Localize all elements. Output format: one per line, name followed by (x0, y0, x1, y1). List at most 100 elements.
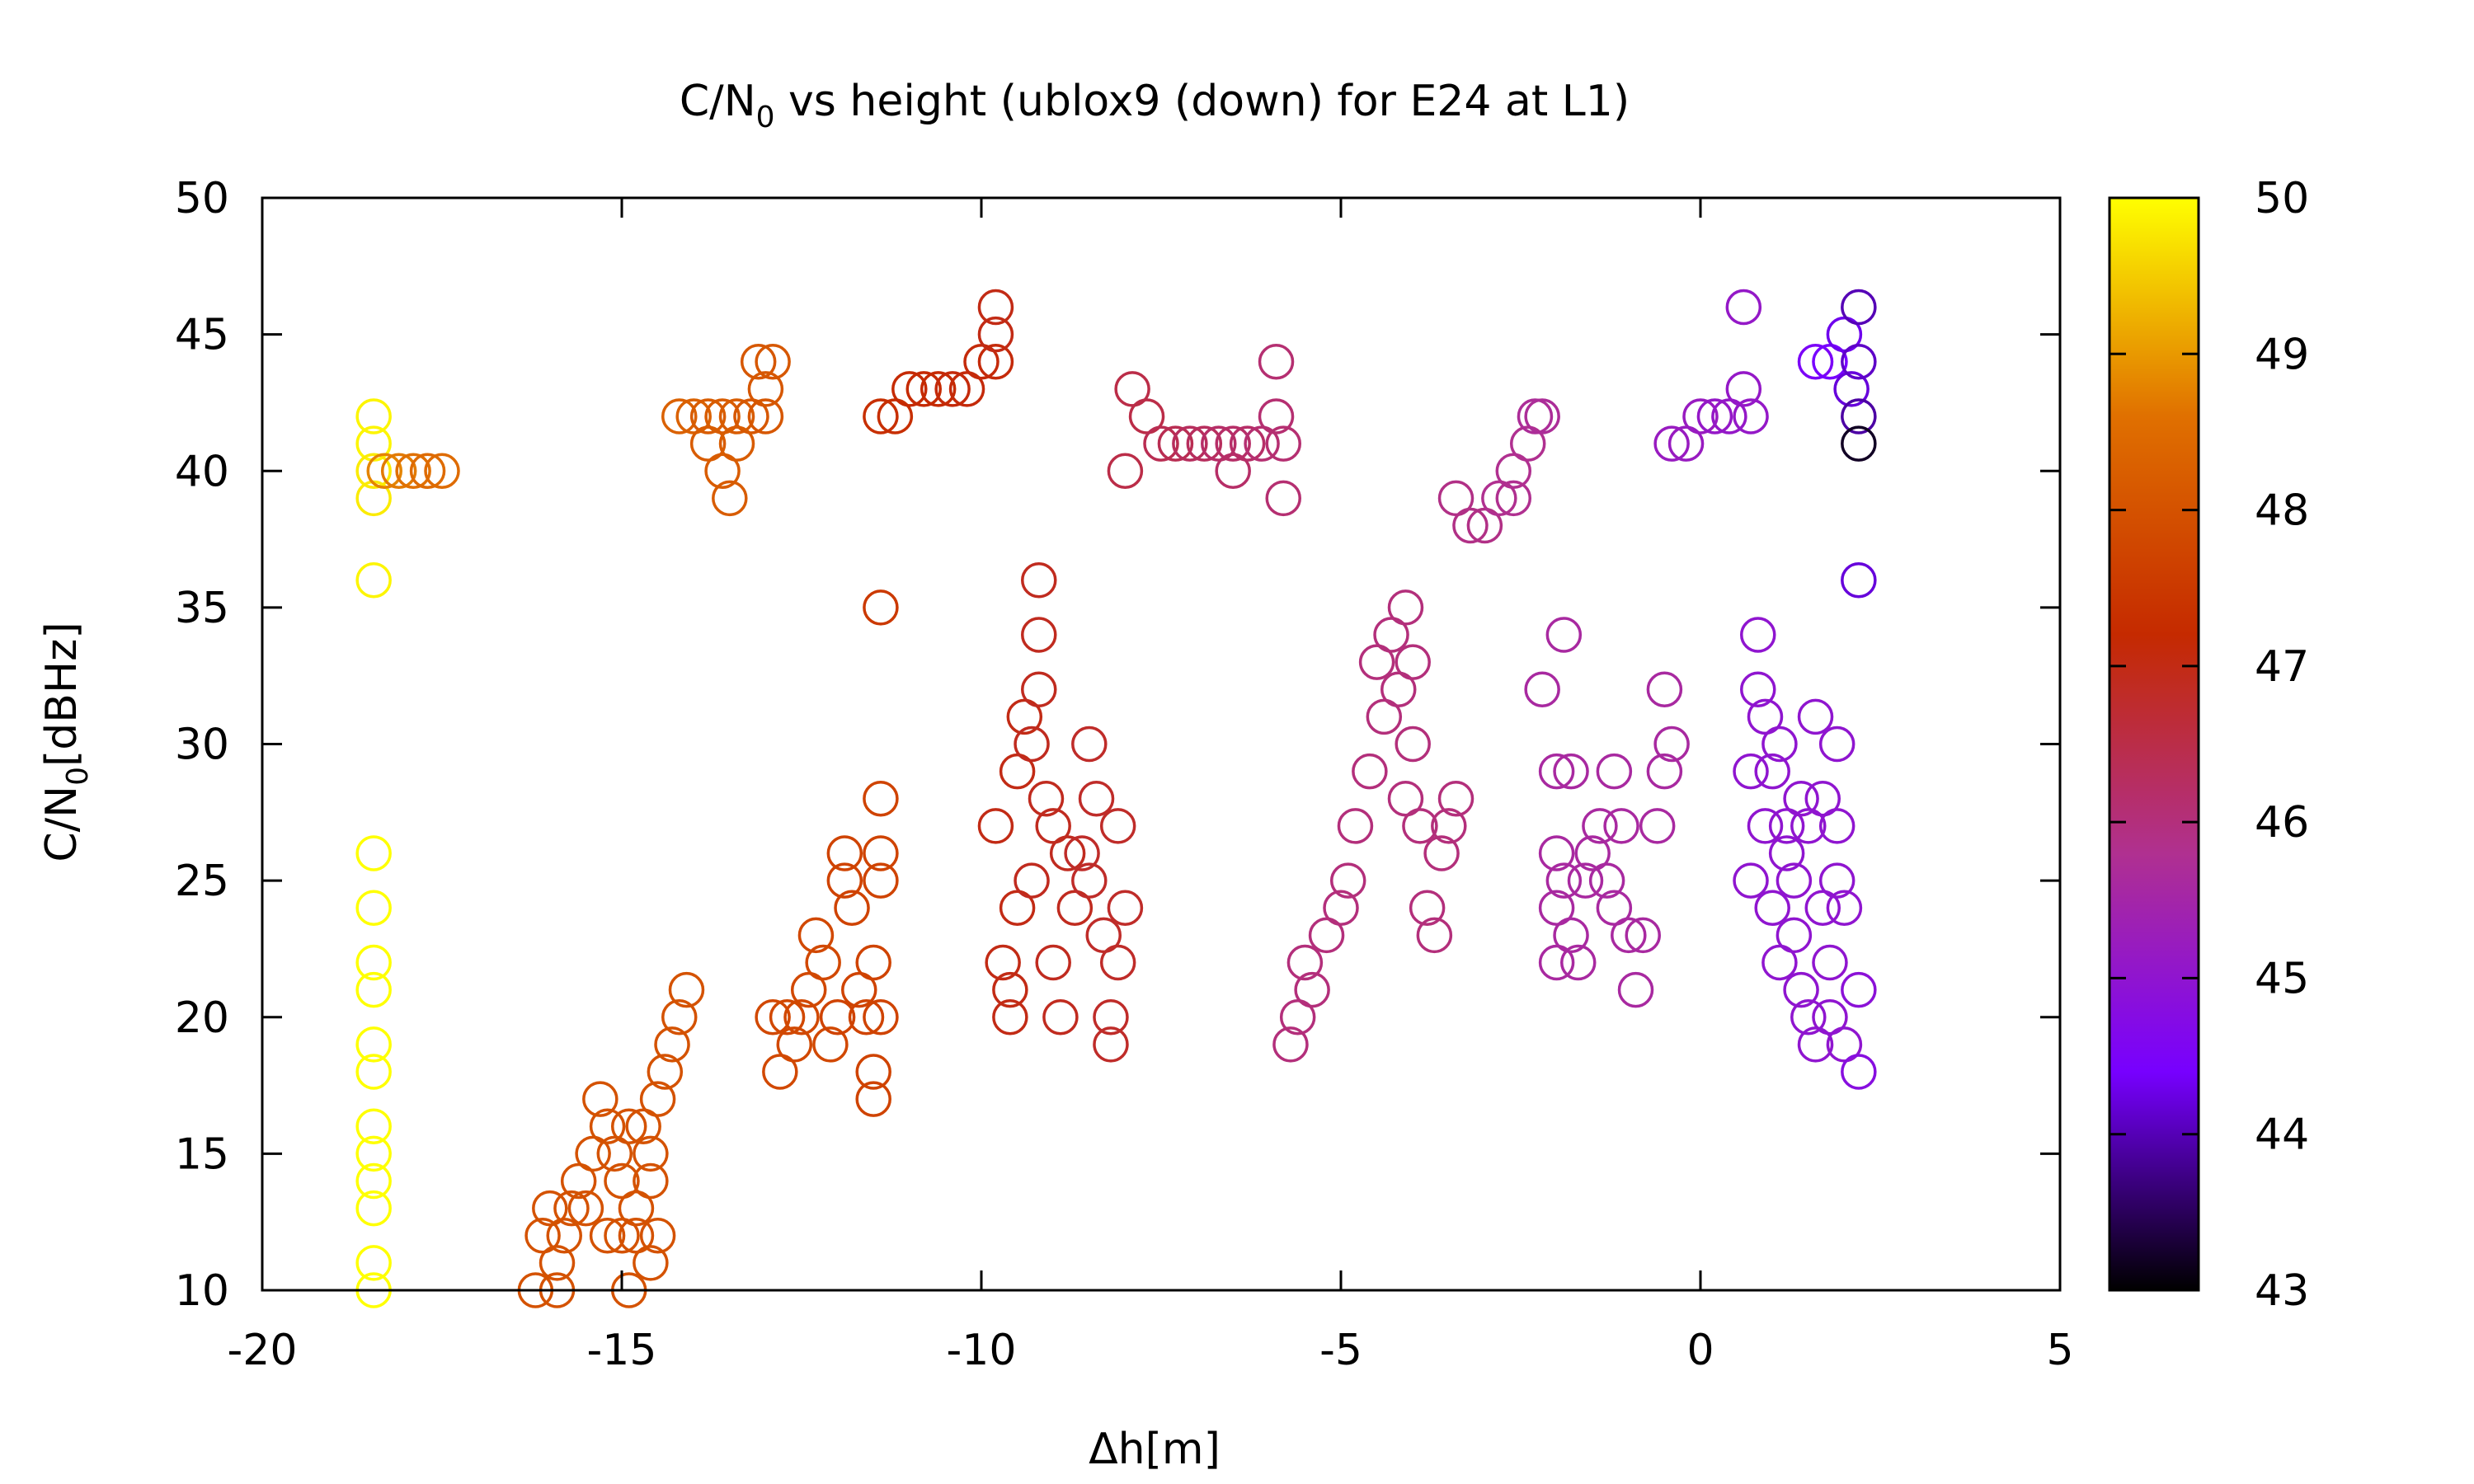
data-point (633, 1135, 669, 1172)
data-point (1409, 890, 1446, 926)
data-point (1826, 1026, 1863, 1063)
data-point (1639, 808, 1676, 844)
y-tick-label: 15 (175, 1129, 229, 1179)
data-point (1733, 398, 1769, 434)
data-point (604, 1218, 640, 1254)
data-point (1776, 917, 1813, 954)
data-point (1509, 425, 1546, 462)
data-point (826, 835, 863, 871)
data-point (1107, 453, 1144, 489)
data-point (596, 1135, 633, 1172)
chart-title: C/N0 vs height (ublox9 (down) for E24 at… (680, 77, 1630, 134)
data-point (639, 1218, 676, 1254)
data-point (1437, 781, 1475, 817)
data-point (1517, 398, 1554, 434)
data-point (1186, 425, 1223, 462)
data-point (604, 1162, 640, 1200)
data-point (1294, 971, 1330, 1008)
data-point (718, 398, 755, 434)
data-point (1481, 480, 1517, 517)
data-point (1056, 890, 1094, 926)
data-point (1387, 589, 1424, 626)
data-point (1574, 835, 1611, 871)
data-point (355, 562, 392, 599)
data-point (1229, 425, 1266, 462)
data-point (855, 944, 891, 981)
data-point (1329, 862, 1366, 899)
data-point (1797, 698, 1834, 735)
data-point (1588, 862, 1625, 899)
colorbar-tick-label: 50 (2255, 174, 2309, 223)
data-point (1711, 398, 1747, 434)
data-point (355, 453, 392, 489)
data-point (1768, 835, 1805, 871)
data-point (1093, 999, 1129, 1036)
data-point (1797, 344, 1834, 380)
colorbar-tick-label: 47 (2255, 642, 2309, 692)
data-point (1818, 726, 1856, 763)
data-point (1157, 425, 1194, 462)
data-point (812, 1026, 849, 1063)
data-point (1265, 480, 1301, 517)
colorbar (2108, 196, 2200, 1292)
data-point (589, 1108, 626, 1144)
data-point (1028, 781, 1065, 817)
data-point (1725, 371, 1762, 407)
data-point (877, 398, 914, 434)
data-point (1754, 753, 1790, 790)
data-point (1653, 425, 1690, 462)
data-point (1603, 808, 1639, 844)
data-point (1812, 999, 1848, 1036)
data-point (1524, 671, 1560, 707)
x-axis-label: Δh[m] (1089, 1425, 1221, 1474)
data-point (1740, 671, 1776, 707)
data-point (553, 1190, 590, 1227)
data-point (755, 344, 791, 380)
colorbar-tick-label: 45 (2255, 954, 2309, 1003)
x-tick-label: -20 (228, 1326, 298, 1375)
data-point (1538, 753, 1575, 790)
data-point (855, 1054, 891, 1090)
data-point (1395, 726, 1431, 763)
data-point (633, 1162, 669, 1200)
data-point (1611, 917, 1647, 954)
data-point (1841, 971, 1877, 1008)
data-point (582, 1081, 618, 1117)
data-point (790, 971, 827, 1008)
data-point (1646, 753, 1683, 790)
data-point (1358, 644, 1395, 680)
data-point (618, 1218, 655, 1254)
data-point (1582, 808, 1618, 844)
data-point (863, 862, 899, 899)
data-point (855, 1081, 891, 1117)
data-point (1783, 781, 1819, 817)
data-point (1323, 890, 1359, 926)
data-point (1099, 944, 1136, 981)
data-point (355, 835, 392, 871)
data-point (733, 398, 769, 434)
data-point (1093, 1026, 1129, 1063)
colorbar-tick-label: 44 (2255, 1111, 2309, 1160)
data-point (1553, 917, 1589, 954)
data-point (1452, 507, 1489, 544)
data-point (1143, 425, 1179, 462)
data-point (1021, 617, 1057, 653)
data-point (560, 1162, 597, 1200)
y-tick-label: 25 (175, 857, 229, 906)
data-point (1021, 562, 1057, 599)
data-point (1790, 808, 1827, 844)
data-point (1078, 781, 1115, 817)
data-point (1725, 289, 1762, 326)
data-point (1761, 726, 1798, 763)
data-point (546, 1218, 582, 1254)
data-point (1841, 562, 1877, 599)
data-point (633, 1245, 669, 1281)
colorbar-ticks: 43 44 45 46 47 48 49 50 (2109, 174, 2309, 1316)
data-point (380, 453, 417, 489)
data-point (977, 344, 1014, 380)
data-point (863, 781, 899, 817)
data-point (1747, 698, 1784, 735)
data-point (1402, 808, 1438, 844)
data-point (610, 1108, 647, 1144)
colorbar-tick-label: 43 (2255, 1266, 2309, 1316)
